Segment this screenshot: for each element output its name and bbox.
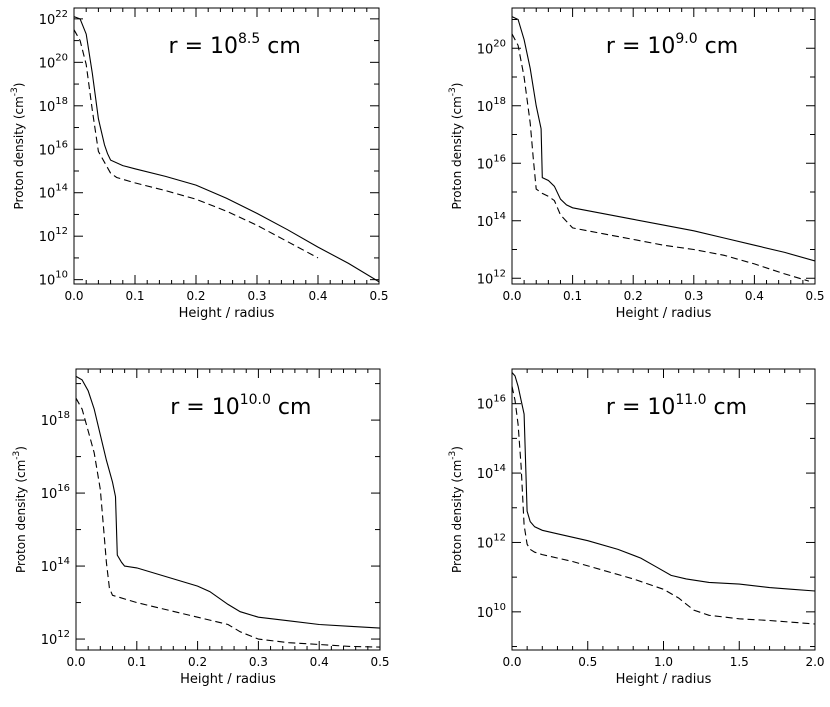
x-tick-label: 0.2 (186, 289, 205, 303)
chart-panel-bottom-right: 0.0 0.5 1.0 1.5 2.0 1010 1012 1014 1016 Height / … (448, 368, 825, 687)
series-solid-line (512, 372, 815, 592)
y-tick-label: 1016 (39, 139, 68, 158)
x-tick-label: 2.0 (805, 655, 824, 669)
y-tick-label: 1012 (477, 532, 506, 551)
series-solid-line (76, 375, 380, 629)
x-tick-label: 0.3 (249, 655, 268, 669)
x-tick-label: 0.4 (308, 289, 327, 303)
y-tick-label: 1014 (39, 183, 68, 202)
x-axis-label: Height / radius (616, 306, 712, 321)
x-axis-label: Height / radius (179, 306, 275, 321)
x-tick-label: 0.5 (578, 655, 597, 669)
plot-frame (73, 7, 380, 285)
y-tick-label: 1014 (477, 463, 506, 482)
series-dashed-line (512, 33, 810, 282)
y-tick-label: 1016 (41, 483, 70, 502)
x-tick-label: 1.0 (654, 655, 673, 669)
chart-panel-top-left: 0.0 0.1 0.2 0.3 0.4 0.5 1010 1012 1014 1016 1018 10… (10, 7, 389, 321)
x-tick-label: 0.3 (247, 289, 266, 303)
y-tick-label: 1012 (39, 226, 68, 245)
chart-panel-top-right: 0.0 0.1 0.2 0.3 0.4 0.5 1012 1014 1016 1018 1020 He… (448, 7, 825, 321)
y-axis-label: Proton density (cm-3) (448, 446, 464, 573)
series-dashed-line (74, 29, 319, 259)
y-axis-label: Proton density (cm-3) (12, 446, 28, 573)
radius-annotation: r = 109.0 cm (606, 31, 738, 59)
y-tick-label: 1018 (41, 410, 70, 429)
series-solid-line (512, 16, 815, 262)
y-tick-label: 1020 (39, 52, 68, 71)
x-tick-label: 0.1 (563, 289, 582, 303)
x-tick-label: 0.1 (127, 655, 146, 669)
x-tick-label: 0.4 (310, 655, 329, 669)
y-tick-label: 1012 (477, 268, 506, 287)
plot-frame (75, 368, 381, 651)
x-tick-label: 0.2 (624, 289, 643, 303)
x-tick-label: 0.0 (502, 289, 521, 303)
x-tick-label: 0.0 (502, 655, 521, 669)
x-tick-label: 0.1 (125, 289, 144, 303)
x-axis-label: Height / radius (180, 672, 276, 687)
y-tick-label: 1022 (39, 9, 68, 28)
y-tick-label: 1018 (477, 96, 506, 115)
radius-annotation: r = 108.5 cm (169, 31, 301, 59)
x-tick-label: 1.5 (730, 655, 749, 669)
y-axis-label: Proton density (cm-3) (448, 83, 464, 210)
y-tick-label: 1010 (477, 602, 506, 621)
y-tick-label: 1016 (477, 394, 506, 413)
x-tick-label: 0.5 (370, 655, 389, 669)
x-tick-label: 0.5 (369, 289, 388, 303)
y-tick-label: 1014 (477, 211, 506, 230)
x-tick-label: 0.3 (684, 289, 703, 303)
series-dashed-line (512, 386, 815, 625)
series-solid-line (74, 16, 379, 283)
x-tick-label: 0.5 (805, 289, 824, 303)
radius-annotation: r = 1010.0 cm (170, 392, 311, 420)
x-tick-label: 0.0 (66, 655, 85, 669)
x-tick-label: 0.2 (188, 655, 207, 669)
chart-panel-bottom-left: 0.0 0.1 0.2 0.3 0.4 0.5 1012 1014 1016 1018 Height… (12, 368, 390, 687)
y-tick-label: 1020 (477, 38, 506, 57)
x-tick-label: 0.0 (64, 289, 83, 303)
y-tick-label: 1014 (41, 556, 70, 575)
plot-frame (511, 7, 816, 285)
y-tick-label: 1010 (39, 270, 68, 289)
radius-annotation: r = 1011.0 cm (606, 392, 747, 420)
y-tick-label: 1012 (41, 629, 70, 648)
y-tick-label: 1016 (477, 153, 506, 172)
x-tick-label: 0.4 (745, 289, 764, 303)
series-dashed-line (76, 397, 380, 648)
y-axis-label: Proton density (cm-3) (10, 83, 26, 210)
x-axis-label: Height / radius (616, 672, 712, 687)
y-tick-label: 1018 (39, 96, 68, 115)
